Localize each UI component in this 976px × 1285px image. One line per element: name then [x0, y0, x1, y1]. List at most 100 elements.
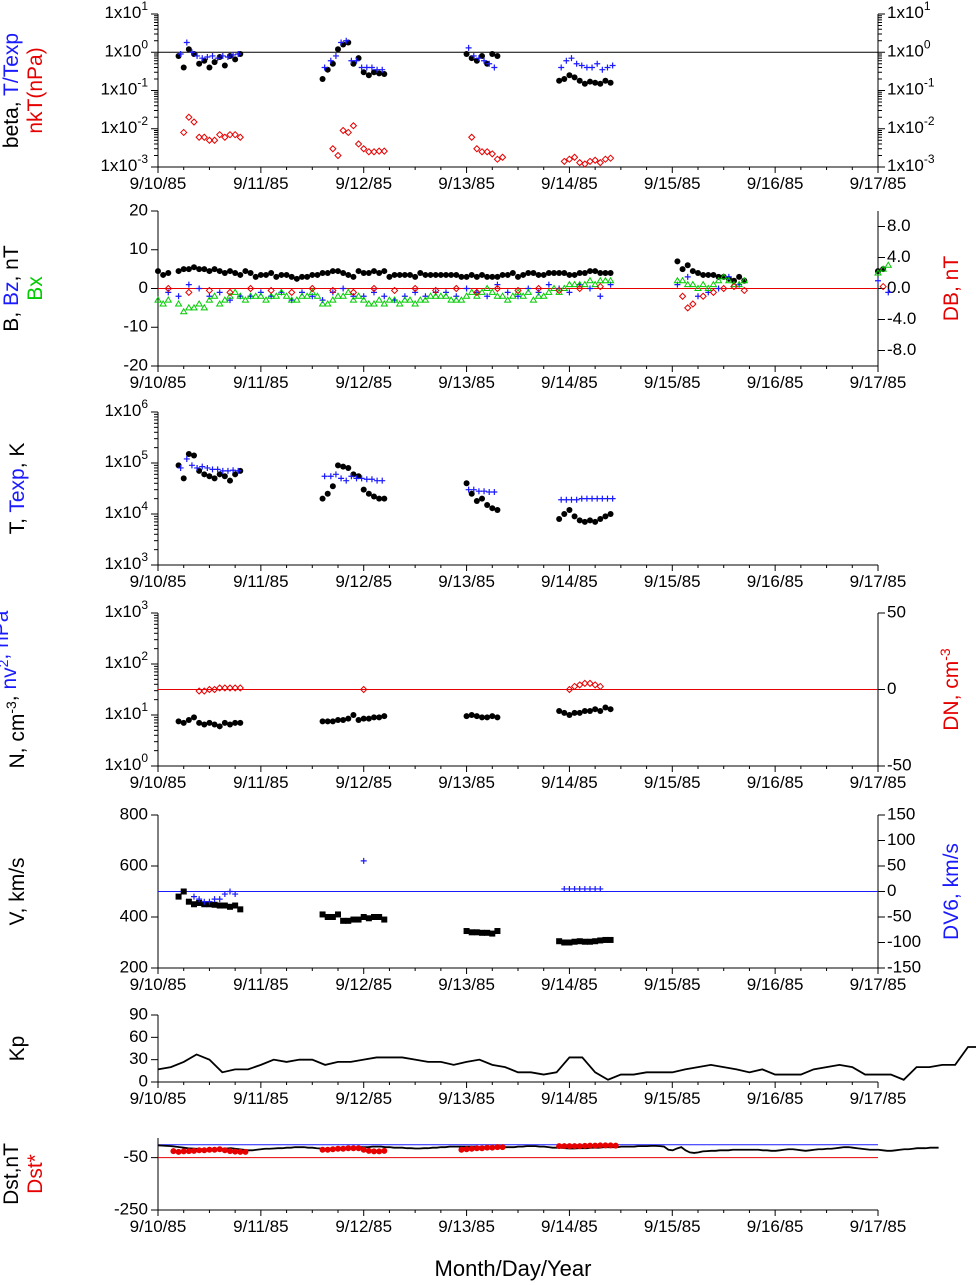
- beta-data-point: [468, 133, 476, 141]
- t-x-tick-label: 9/13/85: [438, 572, 495, 591]
- b-data-point: [381, 293, 388, 300]
- beta-data-point: [604, 64, 611, 71]
- b-data-point: [514, 286, 522, 295]
- b-data-point: [309, 271, 316, 278]
- beta-data-point: [188, 49, 195, 56]
- n-data-point: [211, 721, 218, 728]
- n-data-point: [231, 684, 239, 692]
- t-data-point: [353, 475, 360, 482]
- v-data-point: [376, 914, 383, 920]
- dst-x-tick-label: 9/12/85: [335, 1217, 392, 1236]
- b-data-point: [478, 288, 486, 295]
- v-data-point: [216, 896, 223, 903]
- dst-data-point: [340, 1145, 347, 1152]
- b-data-point: [498, 292, 507, 299]
- b-data-point: [467, 288, 476, 295]
- kp-x-tick-label: 9/12/85: [335, 1089, 392, 1108]
- t-data-point: [201, 471, 208, 478]
- b-data-point: [354, 292, 363, 299]
- n-data-point: [355, 716, 362, 723]
- beta-data-point: [344, 128, 352, 137]
- n-data-point: [236, 684, 244, 692]
- b-y-label-right: DB, nT: [940, 256, 963, 322]
- beta-data-point: [486, 60, 493, 67]
- b-data-point: [709, 280, 718, 288]
- b-data-point: [534, 284, 543, 293]
- beta-data-point: [463, 51, 470, 58]
- dst-data-point: [581, 1142, 588, 1149]
- beta-data-point: [607, 79, 614, 86]
- v-data-point: [473, 929, 480, 936]
- t-data-point: [602, 513, 609, 520]
- beta-data-point: [236, 133, 244, 141]
- n-data-point: [484, 714, 491, 721]
- b-data-point: [705, 271, 712, 278]
- dst-data-point: [376, 1148, 383, 1155]
- v-y-tick-label: 200: [120, 957, 148, 976]
- v-data-point: [360, 857, 367, 864]
- b-data-point: [453, 271, 460, 278]
- n-data-point: [226, 684, 234, 692]
- t-data-point: [587, 517, 593, 524]
- beta-data-point: [199, 55, 206, 62]
- b-data-point: [390, 286, 399, 295]
- b-data-point: [364, 300, 373, 307]
- b-data-point: [165, 270, 172, 276]
- b-data-point: [587, 268, 593, 275]
- b-data-point: [570, 280, 579, 288]
- t-data-point: [368, 476, 375, 483]
- b-data-point: [504, 289, 511, 296]
- n-data-point: [376, 714, 383, 721]
- b-data-point: [247, 270, 254, 276]
- b-data-point: [216, 268, 223, 275]
- t-data-point: [573, 496, 580, 503]
- dst-data-point: [335, 1145, 341, 1152]
- b-data-point: [226, 288, 234, 297]
- b-data-point: [606, 276, 615, 284]
- beta-data-point: [349, 122, 358, 130]
- dst-data-point: [227, 1148, 233, 1155]
- n-y-label-right: DN, cm-3: [937, 648, 963, 731]
- b-data-point: [576, 270, 583, 276]
- b-data-point: [359, 296, 368, 303]
- b-data-point: [304, 273, 311, 280]
- dst-series-line: [157, 1144, 939, 1154]
- v-data-point: [201, 898, 208, 905]
- b-data-point: [385, 296, 394, 303]
- n-data-point: [566, 712, 573, 718]
- t-data-point: [604, 495, 611, 502]
- b-data-point: [452, 296, 461, 303]
- b-data-point: [719, 272, 728, 280]
- b-data-point: [730, 280, 738, 288]
- beta-data-point: [221, 133, 229, 141]
- v-data-point: [237, 906, 244, 913]
- beta-y-tick-label: 1x10-2: [100, 114, 148, 137]
- t-data-point: [329, 483, 336, 490]
- n-data-point: [324, 718, 331, 725]
- b-data-point: [355, 268, 362, 275]
- b-data-point: [704, 284, 713, 291]
- b-data-point: [288, 288, 296, 297]
- b-data-point: [710, 271, 717, 278]
- b-data-point: [555, 286, 563, 295]
- b-data-point: [735, 280, 744, 288]
- b-data-point: [211, 266, 218, 273]
- n-x-tick-label: 9/11/85: [233, 773, 288, 792]
- dst-x-tick-label: 9/13/85: [438, 1217, 495, 1236]
- dst-data-point: [607, 1142, 614, 1149]
- b-data-point: [448, 271, 455, 278]
- t-data-point: [360, 486, 367, 493]
- beta-data-point: [568, 55, 575, 62]
- v-y-label-right: DV6, km/s: [940, 843, 963, 940]
- t-y-label: T, Texp, K: [6, 443, 29, 535]
- b-data-point: [508, 292, 517, 299]
- b-data-point: [277, 288, 286, 295]
- b-data-point: [566, 271, 573, 278]
- b-data-point: [381, 268, 388, 275]
- beta-data-point: [180, 64, 187, 71]
- dst-data-point: [345, 1145, 352, 1152]
- b-data-point: [416, 296, 425, 303]
- dst-data-point: [566, 1143, 573, 1150]
- b-data-point: [256, 292, 265, 299]
- b-data-point: [699, 292, 707, 300]
